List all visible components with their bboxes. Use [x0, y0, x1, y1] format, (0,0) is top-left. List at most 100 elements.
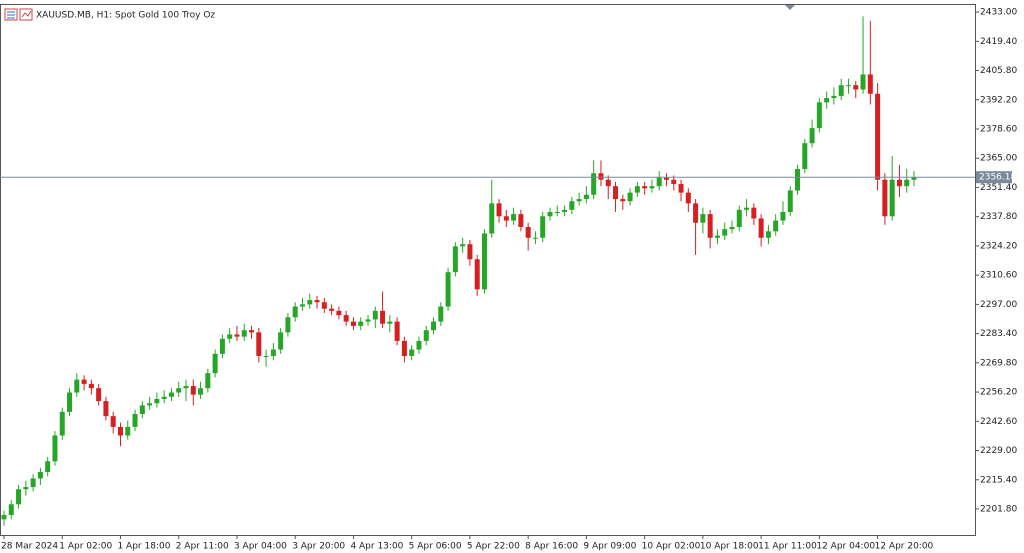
candle-body [299, 304, 305, 307]
candle-body [751, 207, 757, 219]
y-tick-label: 2419.40 [980, 37, 1017, 47]
candle-body [110, 416, 116, 427]
x-tick-label: 12 Apr 20:00 [875, 542, 934, 552]
y-tick-label: 2269.80 [980, 358, 1017, 368]
candle-body [896, 179, 902, 187]
candle-body [845, 85, 851, 87]
candle-body [278, 332, 284, 350]
candle-body [117, 426, 123, 436]
candle-body [620, 199, 626, 202]
y-tick-label: 2405.80 [980, 66, 1017, 76]
current-price-label: 2356.18 [979, 173, 1016, 183]
y-tick-label: 2242.60 [980, 417, 1017, 427]
candle-body [809, 128, 815, 144]
candle-body [678, 184, 684, 193]
y-tick-label: 2215.40 [980, 475, 1017, 485]
plot-frame [0, 4, 976, 536]
candle-body [773, 220, 779, 232]
candle-body [467, 244, 473, 260]
y-tick-label: 2351.40 [980, 183, 1017, 193]
candle-body [416, 340, 422, 350]
candle-body [518, 214, 524, 228]
candle-body [693, 203, 699, 223]
candle-body [241, 330, 247, 337]
candle-body [205, 373, 211, 389]
candle-body [23, 487, 29, 490]
candle-body [30, 478, 36, 488]
candle-body [460, 244, 466, 247]
candle-body [598, 173, 604, 180]
y-tick-label: 2229.00 [980, 446, 1017, 456]
candle-body [642, 186, 648, 189]
x-tick-label: 12 Apr 04:00 [816, 542, 875, 552]
candle-body [292, 306, 298, 318]
y-tick-label: 2256.20 [980, 388, 1017, 398]
candle-body [889, 179, 895, 217]
candle-body [554, 211, 560, 213]
candle-body [219, 338, 225, 354]
candle-body [496, 203, 502, 217]
candle-body [481, 233, 487, 290]
candle-body [343, 315, 349, 322]
y-tick-label: 2365.00 [980, 154, 1017, 164]
candle-body [168, 392, 174, 397]
candle-body [67, 392, 73, 412]
x-tick-label: 3 Apr 04:00 [234, 542, 287, 552]
candle-body [161, 396, 167, 399]
candle-body [329, 308, 335, 311]
candle-body [212, 353, 218, 374]
x-tick-label: 2 Apr 11:00 [176, 542, 229, 552]
candle-body [787, 190, 793, 212]
y-tick-label: 2324.20 [980, 241, 1017, 251]
candle-body [591, 173, 597, 195]
candle-body [663, 177, 669, 180]
candle-body [132, 413, 138, 427]
candle-body [576, 199, 582, 202]
y-tick-label: 2297.00 [980, 300, 1017, 310]
candle-body [394, 321, 400, 341]
candle-body [700, 214, 706, 223]
candle-body [722, 229, 728, 236]
candle-body [867, 74, 873, 94]
candle-body [154, 398, 160, 404]
x-tick-label: 28 Mar 2024 [1, 542, 58, 552]
candle-body [263, 355, 269, 357]
candle-body [401, 340, 407, 356]
y-tick-label: 2337.80 [980, 212, 1017, 222]
y-tick-label: 2310.60 [980, 271, 1017, 281]
current-price-tag [976, 171, 1012, 184]
candle-body [824, 98, 830, 103]
candle-body [365, 319, 371, 322]
candle-body [96, 388, 102, 402]
candle-body [372, 310, 378, 320]
candle-body [45, 461, 51, 473]
candle-body [875, 93, 881, 180]
candle-body [74, 379, 80, 393]
candle-body [547, 211, 553, 217]
candle-body [431, 321, 437, 331]
candles [1, 16, 917, 526]
candle-body [423, 330, 429, 341]
candle-body [139, 405, 145, 414]
candle-body [540, 216, 546, 238]
candle-body [183, 386, 189, 389]
candle-body [634, 186, 640, 193]
candle-body [37, 472, 43, 479]
candle-body [198, 388, 204, 395]
candle-body [321, 302, 327, 309]
candle-body [736, 209, 742, 228]
candle-body [605, 179, 611, 187]
candle-body [387, 321, 393, 324]
candle-body [569, 201, 575, 210]
candle-body [911, 177, 917, 180]
candle-body [860, 74, 866, 90]
x-tick-label: 1 Apr 18:00 [117, 542, 170, 552]
candle-body [103, 401, 109, 417]
candle-body [474, 259, 480, 290]
candle-body [445, 272, 451, 307]
candle-body [438, 306, 444, 322]
candle-body [81, 379, 87, 384]
chart-title: XAUUSD.MB, H1: Spot Gold 100 Troy Oz [36, 11, 215, 21]
candle-body [285, 317, 291, 333]
